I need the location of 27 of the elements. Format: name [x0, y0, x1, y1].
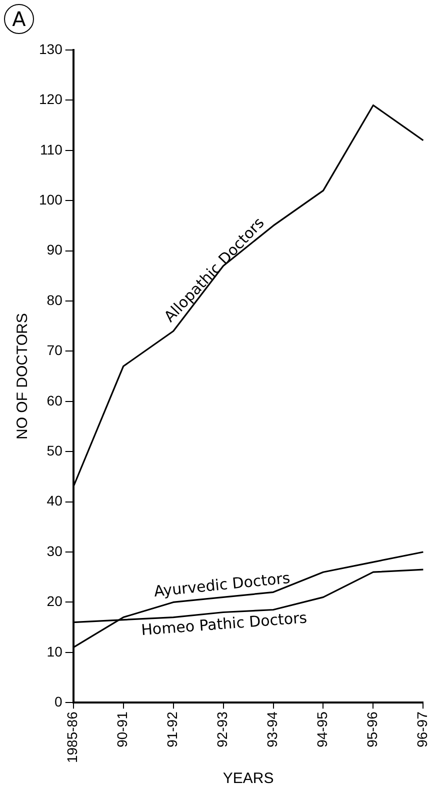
x-tick-label: 91-92 [164, 711, 180, 748]
y-tick-label: 120 [39, 91, 63, 108]
y-tick-label: 110 [40, 141, 63, 158]
y-tick-label: 10 [46, 643, 63, 660]
series-label: Homeo Pathic Doctors [140, 608, 308, 640]
text: Ayurvedic Doctors [153, 568, 292, 600]
y-tick-label: 80 [46, 292, 63, 308]
text: A [4, 4, 34, 34]
y-tick-label: 0 [54, 693, 63, 710]
x-axis-title: YEARS [222, 770, 274, 788]
y-tick-label: 50 [46, 442, 63, 458]
y-axis-title: NO OF DOCTORS [14, 313, 32, 440]
y-tick-label: 130 [39, 40, 63, 57]
x-tick-label: 95-96 [364, 711, 380, 748]
x-tick-label: 93-94 [264, 711, 280, 748]
y-tick-label: 90 [46, 242, 63, 258]
y-tick-label: 100 [39, 191, 63, 208]
y-tick-label: 70 [46, 342, 63, 358]
y-tick-label: 60 [46, 392, 63, 408]
y-tick-label: 30 [46, 542, 63, 559]
x-tick-label: 96-97 [414, 711, 430, 748]
y-tick-label: 20 [46, 593, 63, 610]
x-tick-label: 94-95 [314, 711, 330, 748]
y-tick-label: 40 [46, 492, 63, 509]
x-tick-label: 1985-86 [64, 711, 80, 764]
x-tick-label: 92-93 [214, 711, 230, 748]
x-tick-label: 90-91 [114, 711, 130, 748]
